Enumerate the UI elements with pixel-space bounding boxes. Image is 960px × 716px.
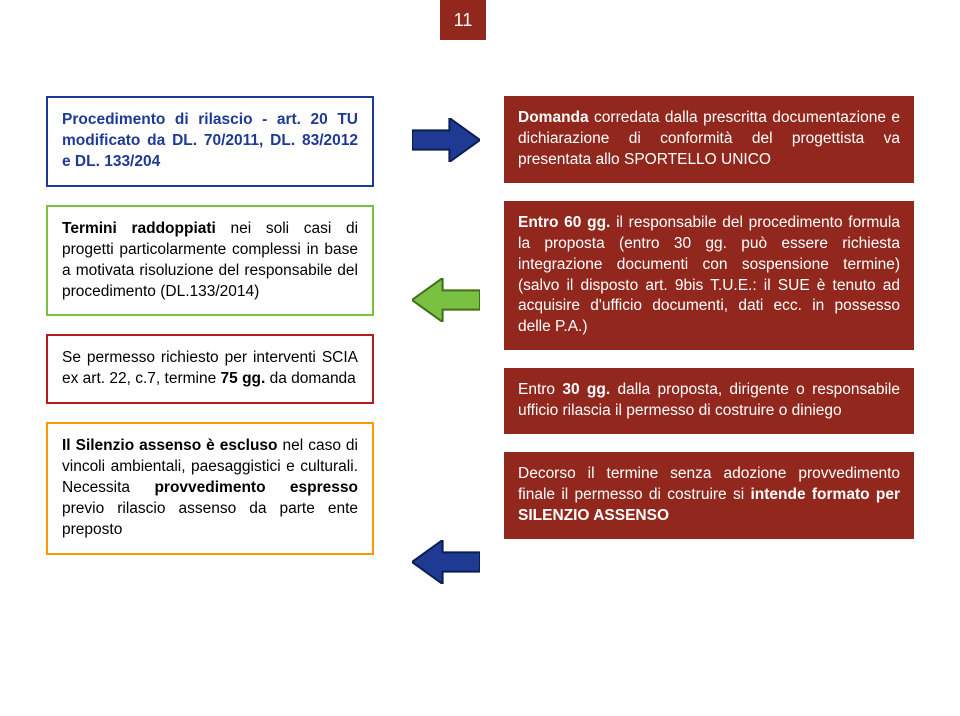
text-run: da domanda [265, 370, 356, 387]
spacer [46, 187, 374, 205]
right-box-entro30: Entro 30 gg. dalla proposta, dirigente o… [504, 368, 914, 434]
arrow-a-right-1 [412, 118, 480, 162]
left-box-silenzio: Il Silenzio assenso è escluso nel caso d… [46, 422, 374, 555]
spacer [46, 316, 374, 334]
spacer [504, 434, 914, 452]
right-box-domanda: Domanda corredata dalla prescritta docum… [504, 96, 914, 183]
slide-number-badge: 11 [440, 0, 486, 40]
text-run: Domanda [518, 109, 589, 126]
text-run: Entro [518, 381, 562, 398]
text-run: Termini raddoppiati [62, 220, 216, 237]
text-run: 75 gg. [221, 370, 266, 387]
right-box-entro60: Entro 60 gg. il responsabile del procedi… [504, 201, 914, 351]
text-run: Entro 60 gg. [518, 214, 610, 231]
arrow-a-left-2 [412, 540, 480, 584]
left-box-permesso: Se permesso richiesto per interventi SCI… [46, 334, 374, 404]
left-column: Procedimento di rilascio - art. 20 TU mo… [46, 96, 374, 555]
left-box-termini: Termini raddoppiati nei soli casi di pro… [46, 205, 374, 317]
text-run: Il Silenzio assenso è escluso [62, 437, 278, 454]
text-run: Procedimento di rilascio - art. 20 TU mo… [62, 111, 358, 170]
slide-number: 11 [454, 10, 473, 31]
arrow-a-left-1 [412, 278, 480, 322]
left-box-proc: Procedimento di rilascio - art. 20 TU mo… [46, 96, 374, 187]
slide-page: 11 Procedimento di rilascio - art. 20 TU… [0, 0, 960, 716]
spacer [504, 183, 914, 201]
text-run: il responsabile del procedimento formula… [518, 214, 900, 336]
right-column: Domanda corredata dalla prescritta docum… [504, 96, 914, 539]
right-box-decorso: Decorso il termine senza adozione provve… [504, 452, 914, 539]
spacer [504, 350, 914, 368]
text-run: previo rilascio assenso da parte ente pr… [62, 500, 358, 538]
spacer [46, 404, 374, 422]
text-run: provvedimento espresso [154, 479, 358, 496]
text-run: 30 gg. [562, 381, 610, 398]
